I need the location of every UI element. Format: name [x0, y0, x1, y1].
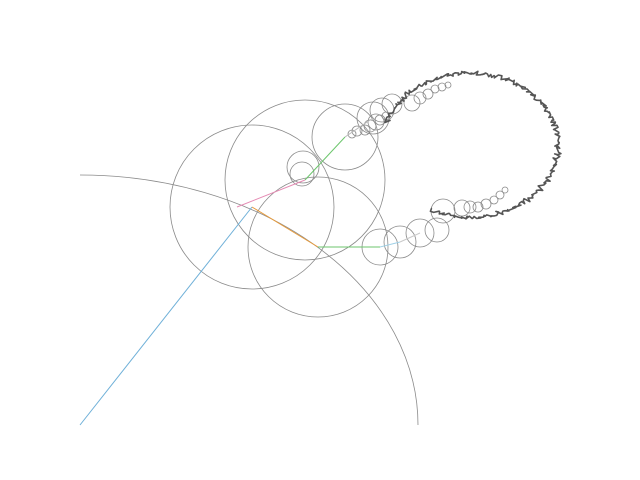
- epicycle-circle: [403, 94, 421, 112]
- epicycle-circle: [430, 84, 440, 94]
- outer-orbit-arc-path: [79, 174, 419, 426]
- arm-segment: [304, 136, 346, 181]
- arm-segment: [236, 179, 306, 208]
- arm-segment: [79, 206, 253, 426]
- epicycle-circle: [472, 201, 484, 213]
- epicycle-circle: [351, 125, 363, 137]
- epicycle-circle: [169, 124, 335, 290]
- epicycle-circles: [169, 81, 509, 318]
- epicycle-circle: [381, 93, 403, 115]
- epicycle-circle: [422, 88, 434, 100]
- epicycle-circle: [311, 103, 379, 171]
- traced-curve: [384, 70, 562, 220]
- epicycle-circle: [463, 200, 477, 214]
- epicycle-circle: [405, 218, 435, 248]
- epicycle-circle: [501, 186, 509, 194]
- arm-segment: [399, 232, 421, 243]
- traced-path: [384, 70, 562, 220]
- arm-segment: [344, 117, 374, 138]
- epicycle-circle: [383, 225, 417, 259]
- epicycle-circle: [359, 124, 371, 136]
- arm-segment: [379, 241, 401, 248]
- epicycle-circle: [286, 150, 320, 184]
- epicycle-circle: [444, 81, 452, 89]
- epicycle-circle: [480, 198, 492, 210]
- rotating-arms: [79, 117, 421, 426]
- epicycle-circle: [413, 91, 427, 105]
- epicycle-circle: [495, 190, 505, 200]
- epicycle-circle: [489, 195, 499, 205]
- epicycle-circle: [367, 113, 385, 131]
- epicycle-circle: [453, 199, 471, 217]
- epicycle-circle: [224, 99, 386, 261]
- epicycle-circle: [347, 129, 357, 139]
- arm-segment: [251, 206, 319, 248]
- epicycle-circle: [424, 217, 450, 243]
- epicycle-circle: [247, 176, 389, 318]
- outer-orbit-arc: [79, 174, 419, 426]
- epicycle-circle: [289, 161, 315, 187]
